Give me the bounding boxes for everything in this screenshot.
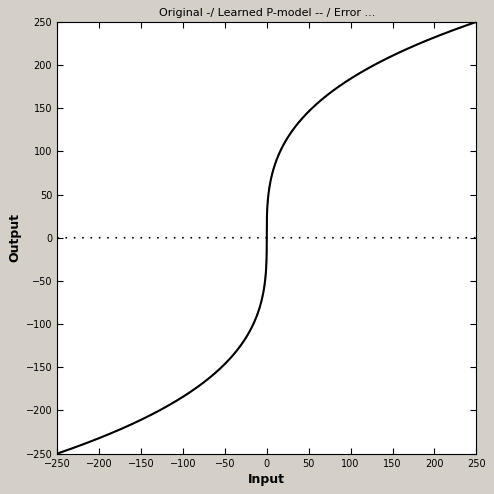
- Y-axis label: Output: Output: [8, 213, 21, 262]
- X-axis label: Input: Input: [248, 473, 285, 486]
- Title: Original -/ Learned P-model -- / Error ...: Original -/ Learned P-model -- / Error .…: [159, 8, 375, 18]
